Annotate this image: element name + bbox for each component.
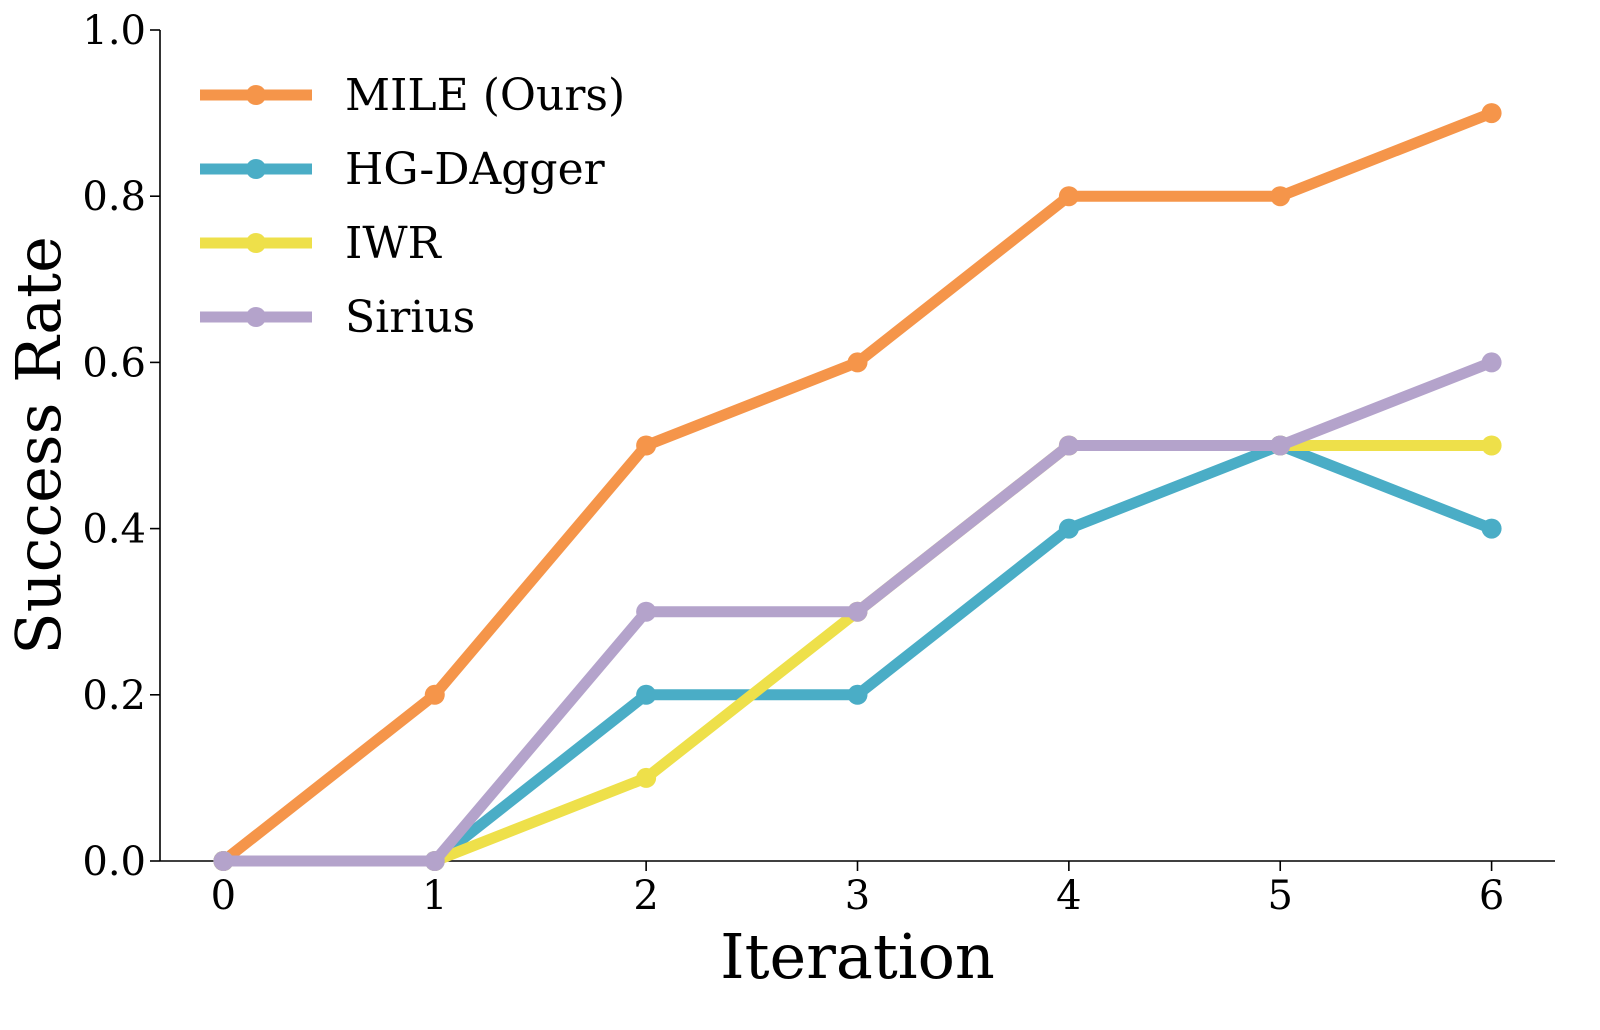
y-tick-label: 0.8 — [82, 174, 146, 220]
y-tick-label: 0.4 — [82, 507, 146, 553]
data-point — [636, 684, 657, 705]
data-point — [1481, 352, 1502, 373]
series-3 — [213, 352, 1502, 871]
series-2 — [213, 435, 1502, 871]
x-tick-label: 3 — [845, 873, 870, 919]
series-1 — [213, 435, 1502, 871]
y-axis-title: Success Rate — [2, 236, 75, 655]
data-point — [636, 601, 657, 622]
x-tick-label: 0 — [211, 873, 236, 919]
legend-label: HG-DAgger — [345, 144, 606, 195]
legend-marker — [246, 159, 266, 179]
data-point — [213, 851, 234, 871]
axes: 0.0 0.2 0.4 0.6 0.8 1.0 0 1 2 3 4 5 6 — [82, 8, 1555, 919]
data-point — [1058, 186, 1079, 207]
data-point — [1481, 518, 1502, 539]
legend-item: IWR — [200, 218, 443, 269]
y-tick-label: 0.0 — [82, 839, 146, 885]
x-tick-label: 2 — [633, 873, 658, 919]
data-point — [424, 684, 445, 705]
legend-label: MILE (Ours) — [345, 70, 625, 121]
legend-marker — [246, 233, 266, 253]
legend: MILE (Ours) HG-DAgger IWR Sirius — [200, 70, 625, 343]
x-tick-label: 4 — [1056, 873, 1081, 919]
legend-item: MILE (Ours) — [200, 70, 625, 121]
series-line — [223, 440, 1494, 867]
y-tick-label: 1.0 — [82, 8, 146, 54]
data-point — [847, 684, 868, 705]
x-axis-title: Iteration — [720, 920, 995, 993]
data-point — [424, 851, 445, 871]
x-tick-label: 1 — [422, 873, 447, 919]
data-point — [636, 435, 657, 456]
series-line — [223, 440, 1492, 867]
data-point — [1270, 186, 1291, 207]
data-point — [1058, 435, 1079, 456]
data-point — [1270, 435, 1291, 456]
series-layer — [213, 103, 1502, 871]
data-point — [847, 601, 868, 622]
legend-marker — [246, 307, 266, 327]
legend-item: Sirius — [200, 292, 475, 343]
legend-marker — [246, 85, 266, 105]
y-tick-label: 0.6 — [82, 340, 146, 386]
x-tick-label: 6 — [1479, 873, 1504, 919]
data-point — [1058, 518, 1079, 539]
data-point — [1481, 103, 1502, 124]
x-tick-label: 5 — [1268, 873, 1293, 919]
data-point — [847, 352, 868, 373]
legend-label: IWR — [345, 218, 443, 269]
y-tick-label: 0.2 — [82, 673, 146, 719]
data-point — [1481, 435, 1502, 456]
legend-label: Sirius — [345, 292, 475, 343]
data-point — [636, 767, 657, 788]
legend-item: HG-DAgger — [200, 144, 606, 195]
